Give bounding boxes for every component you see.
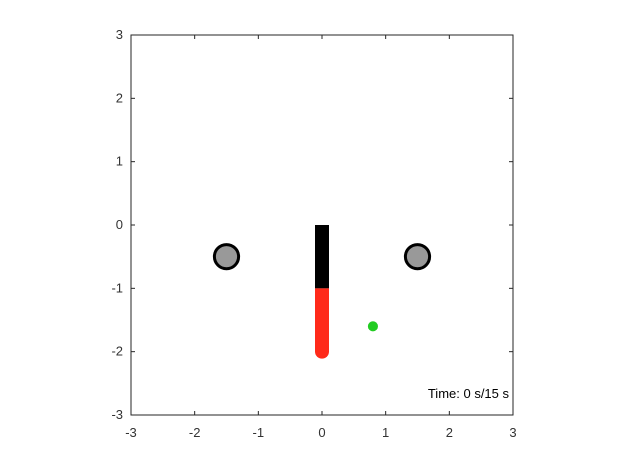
end-effector xyxy=(315,344,329,359)
x-tick-label: 1 xyxy=(382,425,389,440)
y-tick-label: -2 xyxy=(111,344,123,359)
y-tick-label: -1 xyxy=(111,280,123,295)
y-axis: 3 2 1 0 -1 -2 -3 xyxy=(111,27,513,422)
y-tick-label: -3 xyxy=(111,407,123,422)
y-tick-label: 2 xyxy=(116,90,123,105)
x-tick-label: -1 xyxy=(253,425,265,440)
y-tick-label: 0 xyxy=(116,217,123,232)
y-tick-label: 1 xyxy=(116,154,123,169)
y-tick-label: 3 xyxy=(116,27,123,42)
obstacles xyxy=(212,243,432,271)
x-tick-label: 0 xyxy=(318,425,325,440)
left-obstacle xyxy=(212,243,241,271)
target-point xyxy=(367,321,378,332)
x-tick-label: -3 xyxy=(125,425,137,440)
x-tick-label: -2 xyxy=(189,425,201,440)
x-tick-label: 2 xyxy=(446,425,453,440)
time-label: Time: 0 s/15 s xyxy=(428,386,510,401)
x-tick-label: 3 xyxy=(509,425,516,440)
x-axis: -3 -2 -1 0 1 2 3 xyxy=(125,35,517,440)
right-obstacle xyxy=(403,243,432,271)
